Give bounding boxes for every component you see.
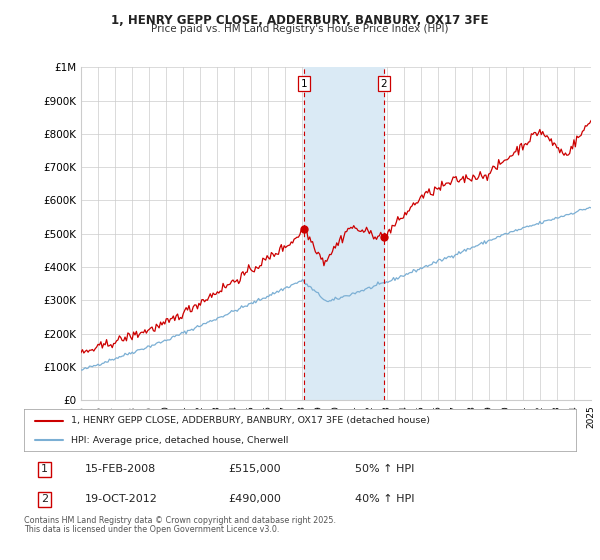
Text: 19-OCT-2012: 19-OCT-2012 — [85, 494, 158, 505]
Text: £515,000: £515,000 — [228, 464, 281, 474]
Text: £490,000: £490,000 — [228, 494, 281, 505]
Text: 1, HENRY GEPP CLOSE, ADDERBURY, BANBURY, OX17 3FE: 1, HENRY GEPP CLOSE, ADDERBURY, BANBURY,… — [111, 14, 489, 27]
Text: 1, HENRY GEPP CLOSE, ADDERBURY, BANBURY, OX17 3FE (detached house): 1, HENRY GEPP CLOSE, ADDERBURY, BANBURY,… — [71, 416, 430, 425]
Text: 1: 1 — [41, 464, 48, 474]
Text: 40% ↑ HPI: 40% ↑ HPI — [355, 494, 415, 505]
Text: 15-FEB-2008: 15-FEB-2008 — [85, 464, 156, 474]
Text: 50% ↑ HPI: 50% ↑ HPI — [355, 464, 415, 474]
Text: This data is licensed under the Open Government Licence v3.0.: This data is licensed under the Open Gov… — [24, 525, 280, 534]
Bar — [304, 67, 383, 400]
Text: Price paid vs. HM Land Registry's House Price Index (HPI): Price paid vs. HM Land Registry's House … — [151, 24, 449, 34]
Text: 2: 2 — [380, 79, 387, 89]
Text: HPI: Average price, detached house, Cherwell: HPI: Average price, detached house, Cher… — [71, 436, 288, 445]
Text: Contains HM Land Registry data © Crown copyright and database right 2025.: Contains HM Land Registry data © Crown c… — [24, 516, 336, 525]
Text: 2: 2 — [41, 494, 48, 505]
Text: 1: 1 — [301, 79, 307, 89]
